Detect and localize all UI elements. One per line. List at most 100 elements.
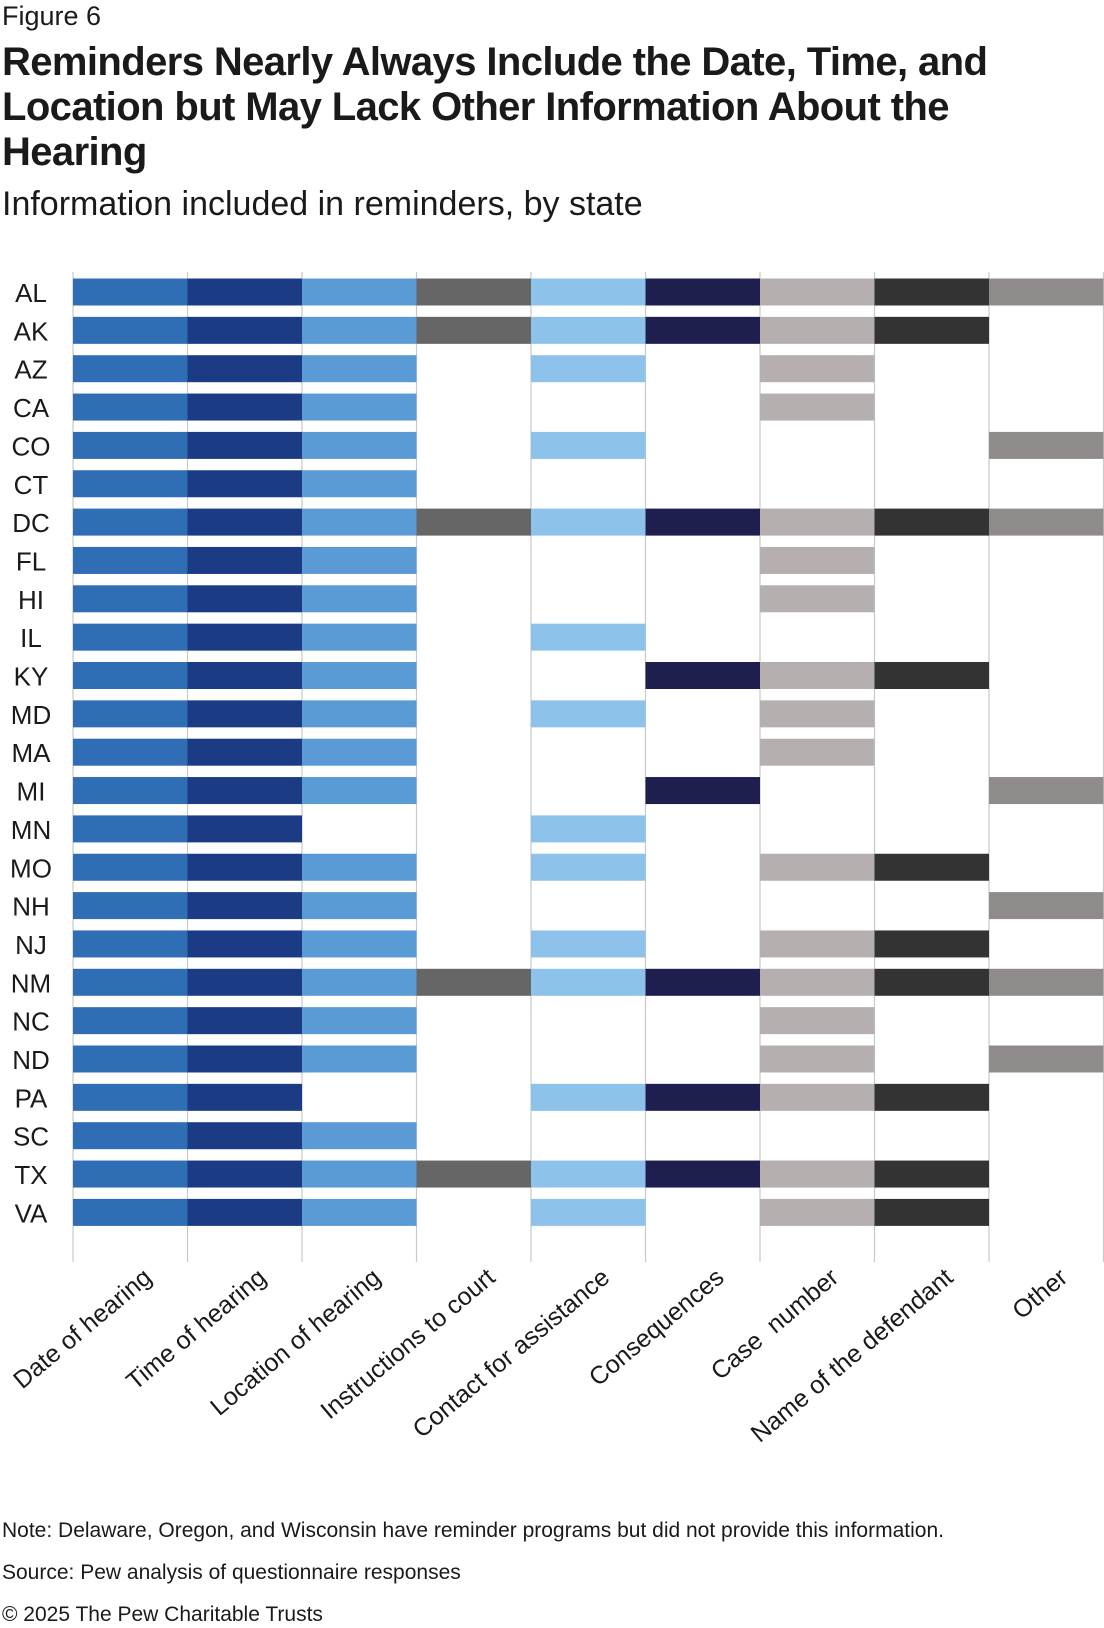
heatmap-cell: [989, 508, 1104, 536]
row-label: IL: [20, 623, 42, 653]
heatmap-cell: [531, 1083, 646, 1111]
heatmap-cell: [73, 393, 188, 421]
heatmap-cell: [302, 316, 417, 344]
heatmap-cell: [760, 316, 875, 344]
heatmap-cell: [874, 930, 989, 958]
column-label: Contact for assistance: [408, 1263, 615, 1443]
heatmap-cell: [187, 815, 302, 843]
row-label: NJ: [15, 930, 47, 960]
heatmap-cell: [187, 777, 302, 805]
heatmap-cell: [760, 278, 875, 306]
heatmap-cell: [531, 623, 646, 651]
row-label: MI: [17, 777, 46, 807]
heatmap-cell: [73, 1198, 188, 1226]
heatmap-cell: [302, 1122, 417, 1150]
heatmap-cell: [989, 1045, 1104, 1073]
heatmap-cell: [302, 431, 417, 459]
heatmap-cell: [874, 508, 989, 536]
heatmap-cell: [760, 1045, 875, 1073]
column-label: Other: [1007, 1263, 1073, 1325]
heatmap-cell: [531, 278, 646, 306]
heatmap-cell: [760, 662, 875, 689]
heatmap-cell: [302, 355, 417, 383]
heatmap-cell: [187, 508, 302, 536]
heatmap-cell: [73, 738, 188, 766]
heatmap-cell: [187, 1083, 302, 1111]
heatmap-cell: [187, 968, 302, 996]
heatmap-cell: [73, 623, 188, 651]
heatmap-chart: AL AK AZ CA CO CT DC FL HI IL KY MD MA MI MN MO NH NJ NM NC…: [8, 272, 1104, 1448]
heatmap-cell: [187, 546, 302, 574]
heatmap-cell: [760, 508, 875, 536]
heatmap-cell: [187, 700, 302, 728]
heatmap-cell: [302, 662, 417, 689]
heatmap-cell: [302, 508, 417, 536]
heatmap-cell: [760, 1083, 875, 1111]
heatmap-cell: [989, 777, 1104, 805]
heatmap-cell: [302, 585, 417, 613]
row-label: AK: [14, 316, 49, 346]
heatmap-cell: [302, 930, 417, 958]
row-label: DC: [12, 508, 50, 538]
heatmap-cell: [645, 316, 760, 344]
copyright: © 2025 The Pew Charitable Trusts: [2, 1603, 323, 1626]
heatmap-cell: [73, 853, 188, 881]
heatmap-cell: [187, 355, 302, 383]
heatmap-cell: [645, 508, 760, 536]
heatmap-cell: [874, 853, 989, 881]
row-label: HI: [18, 585, 44, 615]
heatmap-cell: [302, 1198, 417, 1226]
row-label: VA: [15, 1198, 48, 1228]
heatmap-cell: [187, 1198, 302, 1226]
chart-note: Note: Delaware, Oregon, and Wisconsin ha…: [2, 1519, 944, 1542]
heatmap-cell: [531, 1198, 646, 1226]
heatmap-cell: [531, 853, 646, 881]
heatmap-cell: [874, 662, 989, 689]
heatmap-cell: [874, 1160, 989, 1188]
row-label: NC: [12, 1007, 50, 1037]
heatmap-cell: [645, 1083, 760, 1111]
row-label: MO: [10, 853, 52, 883]
row-labels: AL AK AZ CA CO CT DC FL HI IL KY MD MA MI MN MO NH NJ NM NC…: [10, 278, 52, 1228]
row-label: MD: [11, 700, 51, 730]
heatmap-cell: [531, 431, 646, 459]
heatmap-cell: [73, 1007, 188, 1035]
heatmap-cell: [989, 892, 1104, 920]
heatmap-cell: [187, 623, 302, 651]
heatmap-cell: [302, 1045, 417, 1073]
heatmap-cell: [874, 1198, 989, 1226]
heatmap-cell: [531, 700, 646, 728]
heatmap-cell: [73, 815, 188, 843]
heatmap-cell: [302, 892, 417, 920]
heatmap-cell: [645, 278, 760, 306]
heatmap-cell: [73, 355, 188, 383]
heatmap-cell: [73, 892, 188, 920]
heatmap-cell: [187, 1160, 302, 1188]
heatmap-cell: [73, 508, 188, 536]
heatmap-cell: [302, 853, 417, 881]
heatmap-cell: [416, 278, 531, 306]
row-label: SC: [13, 1122, 49, 1152]
heatmap-cell: [187, 431, 302, 459]
chart-subtitle: Information included in reminders, by st…: [2, 185, 643, 223]
row-label: KY: [14, 662, 49, 692]
chart-title: Reminders Nearly Always Include the Date…: [2, 40, 988, 174]
row-label: ND: [12, 1045, 50, 1075]
heatmap-cell: [302, 1007, 417, 1035]
heatmap-cell: [760, 1198, 875, 1226]
heatmap-cell: [760, 585, 875, 613]
row-label: FL: [16, 546, 46, 576]
heatmap-cell: [73, 1160, 188, 1188]
heatmap-cell: [416, 1160, 531, 1188]
heatmap-cell: [73, 431, 188, 459]
heatmap-cell: [187, 1122, 302, 1150]
heatmap-cell: [302, 470, 417, 498]
heatmap-cell: [531, 316, 646, 344]
heatmap-cell: [187, 1007, 302, 1035]
heatmap-cell: [73, 1045, 188, 1073]
row-label: NH: [12, 892, 50, 922]
heatmap-cell: [989, 968, 1104, 996]
heatmap-cell: [645, 1160, 760, 1188]
row-label: CO: [12, 431, 51, 461]
heatmap-cell: [874, 1083, 989, 1111]
